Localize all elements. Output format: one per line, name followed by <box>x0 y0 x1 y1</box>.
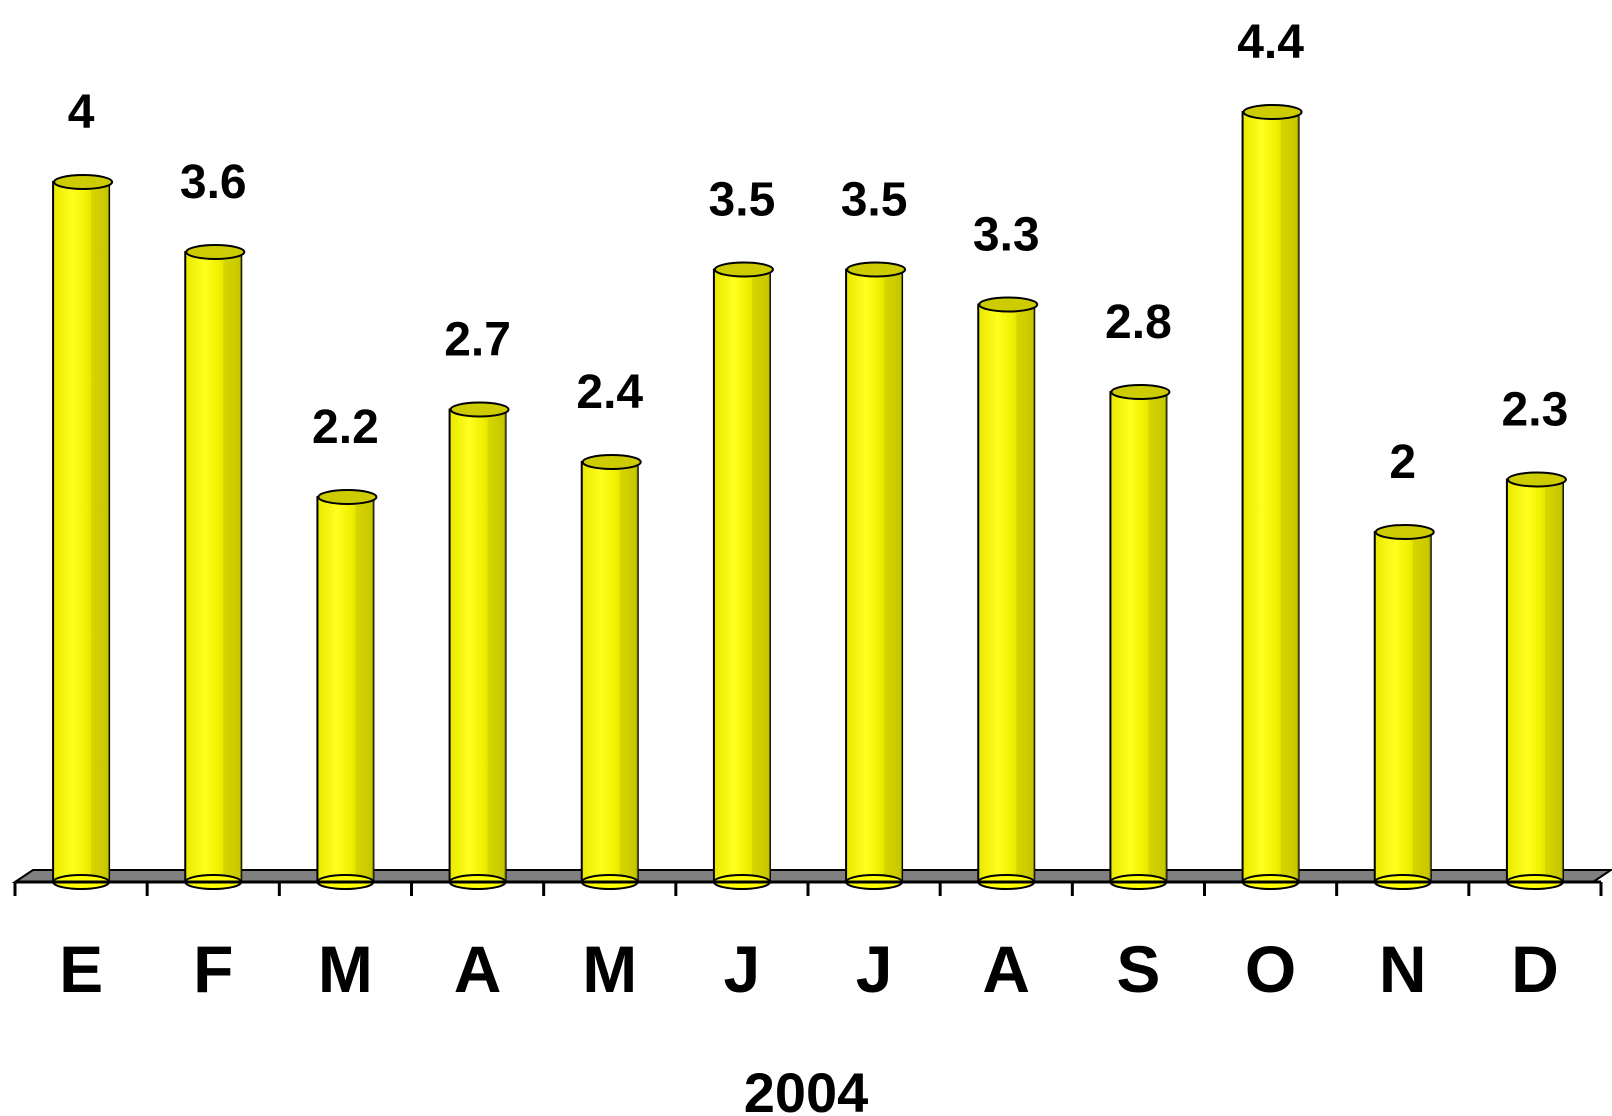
bar-cap <box>53 174 114 190</box>
bar-cap <box>1506 471 1567 488</box>
bar-shade <box>487 409 506 882</box>
bar-shade <box>355 497 374 882</box>
bar-shade <box>751 269 770 882</box>
category-label: E <box>59 932 103 1006</box>
category-label: M <box>582 932 637 1006</box>
bar-shade <box>1280 112 1299 882</box>
bar-cap <box>1242 104 1303 120</box>
bar-shade <box>1412 532 1431 882</box>
bar <box>448 401 510 890</box>
category-label: O <box>1245 932 1296 1006</box>
value-labels-group: 4 E 3.6 F 2.2 M 2.7 A 2.4 M 3.5 J 3.5 J 3.3 A 2.8 S 4.4 O 2 N… <box>59 16 1568 1006</box>
value-label: 3.3 <box>973 209 1040 262</box>
bar-shade <box>884 269 903 882</box>
category-label: S <box>1116 932 1160 1006</box>
bar <box>1109 384 1171 890</box>
value-label: 4.4 <box>1237 16 1304 69</box>
value-label: 3.5 <box>709 174 776 227</box>
category-label: D <box>1511 932 1559 1006</box>
bar <box>977 296 1039 890</box>
bars-group <box>52 104 1567 890</box>
bar-cap <box>317 489 378 505</box>
category-label: J <box>724 932 761 1006</box>
bar-cap <box>1110 384 1171 400</box>
bar-cap <box>581 454 642 470</box>
bar <box>1373 524 1435 890</box>
value-label: 3.6 <box>180 156 247 209</box>
bar-cap <box>978 296 1039 313</box>
value-label: 2 <box>1389 436 1416 489</box>
bar <box>184 244 246 890</box>
chart-floor <box>11 869 1612 883</box>
bar-cap <box>1374 524 1435 540</box>
value-label: 2.3 <box>1502 384 1569 437</box>
bar-cap <box>449 401 510 418</box>
value-label: 2.2 <box>312 401 379 454</box>
bar-shade <box>1544 479 1563 882</box>
bar <box>580 454 642 890</box>
bar-shade <box>1016 304 1035 882</box>
bar-cap <box>846 261 907 278</box>
category-label: A <box>454 932 502 1006</box>
bar <box>845 261 907 890</box>
bar <box>316 489 378 890</box>
category-label: M <box>318 932 373 1006</box>
bar-shade <box>223 252 242 882</box>
bar <box>1241 104 1303 890</box>
bar-shade <box>619 462 638 882</box>
value-label: 4 <box>68 86 95 139</box>
bar-shade <box>1148 392 1167 882</box>
category-label: N <box>1379 932 1427 1006</box>
x-axis-title: 2004 <box>744 1061 869 1116</box>
value-label: 2.7 <box>444 314 511 367</box>
bar <box>712 261 774 890</box>
floor-plate <box>11 869 1612 883</box>
value-label: 2.8 <box>1105 296 1172 349</box>
bar-cap <box>185 244 246 260</box>
x-axis <box>13 880 1603 896</box>
bar <box>52 174 114 890</box>
bar-shade <box>91 182 110 882</box>
bar <box>1505 471 1567 890</box>
value-label: 2.4 <box>576 366 643 419</box>
category-label: F <box>193 932 233 1006</box>
bar-cap <box>713 261 774 278</box>
category-label: A <box>982 932 1030 1006</box>
category-label: J <box>856 932 893 1006</box>
value-label: 3.5 <box>841 174 908 227</box>
